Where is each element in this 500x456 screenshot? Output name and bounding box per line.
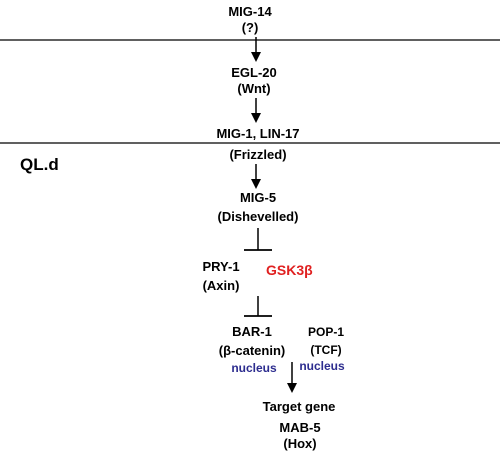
mab5-label: MAB-5 [279, 420, 320, 435]
mig5-sub: (Dishevelled) [218, 209, 299, 224]
egl20-label: EGL-20 [231, 65, 277, 80]
egl20-sub: (Wnt) [237, 81, 270, 96]
bar1-nucleus-label: nucleus [231, 361, 277, 375]
bar1-sub: (β-catenin) [219, 343, 285, 358]
mig5-label: MIG-5 [240, 190, 276, 205]
pry1-label: PRY-1 [202, 259, 239, 274]
mig1-lin17-sub: (Frizzled) [229, 147, 286, 162]
gsk3b-label: GSK3β [266, 262, 313, 278]
pop1-label: POP-1 [308, 325, 344, 339]
pry1-sub: (Axin) [203, 278, 240, 293]
pop1-sub: (TCF) [310, 343, 341, 357]
pop1-nucleus-label: nucleus [299, 359, 345, 373]
mig1-lin17-label: MIG-1, LIN-17 [216, 126, 299, 141]
mab5-sub: (Hox) [283, 436, 316, 451]
mig14-sub: (?) [242, 20, 259, 35]
bar1-label: BAR-1 [232, 324, 272, 339]
ql-d-label: QL.d [20, 155, 59, 174]
mig14-label: MIG-14 [228, 4, 272, 19]
target-gene-label: Target gene [263, 399, 336, 414]
